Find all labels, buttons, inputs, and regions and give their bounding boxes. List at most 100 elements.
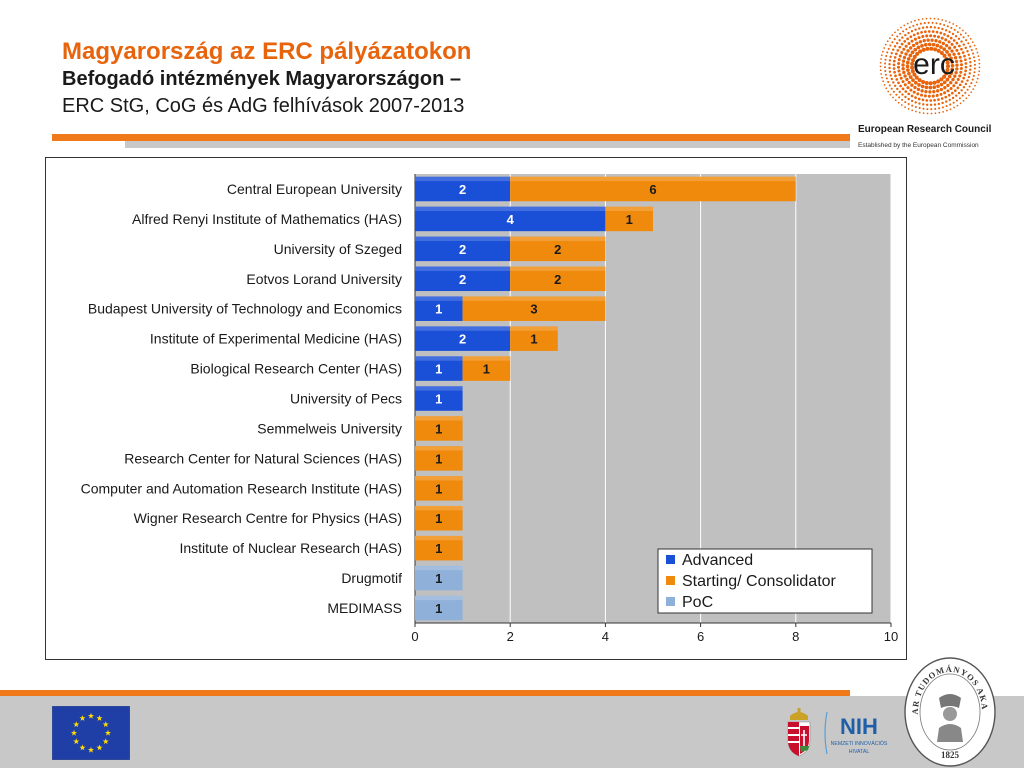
erc-dot (900, 51, 904, 55)
erc-dot (901, 87, 905, 91)
footer-gray-band (0, 696, 1024, 768)
erc-dot (881, 76, 883, 79)
erc-dot (976, 51, 979, 54)
erc-dot (934, 107, 937, 110)
bar-segment (510, 266, 606, 292)
erc-dot (913, 37, 917, 41)
erc-dot (933, 47, 938, 52)
erc-dot (958, 44, 961, 48)
erc-dot (978, 59, 980, 61)
data-label: 1 (483, 362, 490, 377)
erc-dot (953, 45, 957, 49)
erc-dot (939, 92, 943, 96)
erc-dot (896, 49, 900, 52)
erc-dot (928, 90, 932, 94)
erc-dot (952, 39, 956, 42)
legend: Advanced Starting/ Consolidator PoC (657, 548, 873, 614)
erc-dot (945, 50, 949, 54)
erc-dot (882, 80, 885, 83)
erc-dot (902, 55, 907, 60)
stacked-bar-chart: 0 2 4 6 8 10 Central European University 2 6 Alfr… (81, 174, 898, 644)
erc-dot (918, 49, 923, 54)
erc-dot (923, 94, 927, 98)
erc-dot (947, 53, 952, 57)
erc-dot (928, 81, 933, 86)
erc-dot (898, 96, 901, 99)
category-label: Budapest University of Technology and Ec… (88, 301, 402, 317)
erc-dot (910, 83, 914, 87)
bar-highlight (415, 236, 511, 241)
erc-dot (968, 72, 971, 75)
erc-dot (931, 42, 936, 47)
data-label: 1 (530, 332, 537, 347)
eu-flag-icon (52, 706, 130, 760)
erc-dot (967, 42, 970, 45)
erc-dot (891, 41, 894, 44)
erc-dot (942, 47, 947, 52)
erc-dot (944, 57, 949, 62)
erc-dot (967, 53, 970, 56)
erc-dot (935, 93, 939, 97)
erc-dot (931, 30, 935, 33)
data-label: 2 (459, 332, 466, 347)
erc-dot (970, 48, 973, 52)
bar-highlight (415, 595, 463, 601)
eu-star (73, 721, 80, 728)
erc-dot (904, 90, 908, 93)
erc-dot (897, 101, 900, 104)
bar-highlight (415, 296, 463, 301)
coat-of-arms-icon (787, 708, 811, 757)
bar-highlight (510, 176, 796, 182)
erc-dot (969, 45, 972, 48)
erc-dot (928, 85, 933, 90)
erc-dot (897, 28, 899, 31)
erc-dot (961, 94, 964, 97)
erc-dot (893, 59, 896, 63)
erc-dot (910, 50, 915, 55)
erc-dot (888, 63, 891, 66)
category-label: Institute of Nuclear Research (HAS) (179, 540, 402, 556)
erc-dot (946, 83, 950, 88)
erc-dot (895, 42, 899, 45)
erc-dot (947, 40, 951, 44)
erc-dot (950, 49, 954, 53)
erc-dot (944, 71, 949, 76)
data-label: 1 (435, 601, 442, 616)
erc-dot (898, 39, 901, 42)
erc-dot (946, 25, 949, 28)
erc-dot (941, 41, 945, 46)
erc-dot (953, 28, 956, 31)
erc-dot (966, 50, 969, 53)
erc-dot (879, 69, 882, 72)
erc-dot (892, 81, 895, 84)
chart-frame: 0 2 4 6 8 10 Central European University 2 6 Alfr… (45, 157, 907, 660)
erc-dot (959, 59, 963, 63)
nih-logo: NIH NEMZETI INNOVÁCIÓS HIVATAL (824, 711, 888, 755)
erc-dot (963, 54, 966, 58)
bar-segment (605, 206, 653, 232)
category-label: Central European University (227, 181, 402, 197)
erc-dot (904, 95, 907, 99)
erc-dot (927, 21, 930, 24)
erc-dot (911, 58, 916, 63)
erc-dot (912, 24, 915, 27)
bar-highlight (510, 266, 606, 271)
bar-highlight (510, 236, 606, 241)
erc-dot (950, 63, 955, 68)
erc-dot (945, 68, 950, 73)
erc-dot (924, 85, 929, 90)
erc-dot (967, 35, 970, 37)
erc-dot (945, 20, 947, 22)
data-label: 1 (626, 212, 633, 227)
erc-dot (963, 73, 967, 76)
category-label: Institute of Experimental Medicine (HAS) (150, 331, 402, 347)
x-tick-label: 0 (411, 629, 418, 644)
erc-dot (936, 79, 941, 84)
erc-dot (897, 58, 901, 62)
erc-dot (924, 89, 928, 94)
erc-dot (935, 30, 939, 34)
erc-dot (966, 79, 969, 82)
erc-dot (901, 63, 905, 67)
data-label: 1 (435, 451, 442, 466)
erc-dot (942, 80, 947, 85)
